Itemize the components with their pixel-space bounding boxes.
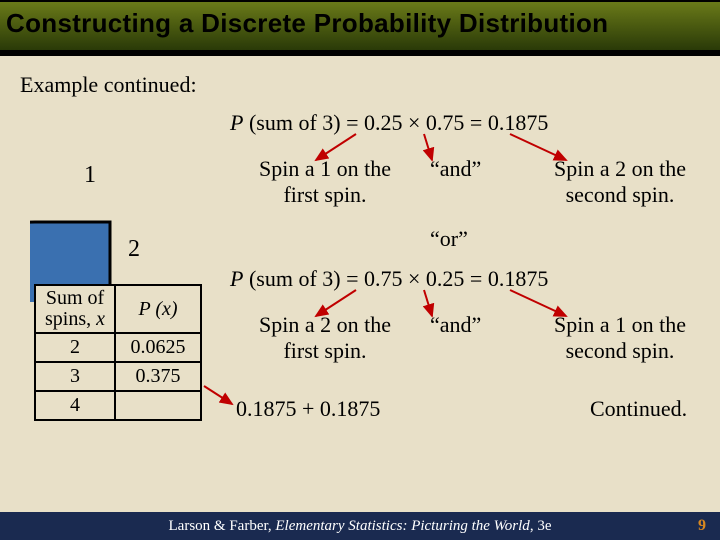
title-bar: Constructing a Discrete Probability Dist… — [0, 0, 720, 56]
footer-citation: Larson & Farber, Elementary Statistics: … — [12, 518, 708, 535]
main-area: 1 2 P (sum of 3) = 0.25 × 0.75 = 0.1875 … — [20, 106, 700, 516]
and-label-2: “and” — [430, 312, 481, 338]
pie-slice-label-2: 2 — [128, 236, 140, 263]
probability-table: Sum ofspins, xP (x)20.062530.3754 — [34, 284, 202, 421]
spin2-left: Spin a 2 on thefirst spin. — [240, 312, 410, 364]
continued-label: Continued. — [590, 396, 687, 422]
spinner-pie-chart — [30, 142, 190, 302]
or-label: “or” — [430, 226, 468, 252]
equation-1: P (sum of 3) = 0.25 × 0.75 = 0.1875 — [230, 110, 548, 136]
and-label-1: “and” — [430, 156, 481, 182]
pie-slice-label-1: 1 — [84, 162, 96, 189]
slide-content: Example continued: 1 2 P (sum of 3) = 0.… — [0, 56, 720, 512]
example-label: Example continued: — [20, 72, 700, 98]
sum-equation: 0.1875 + 0.1875 — [236, 396, 380, 422]
spin1-right: Spin a 2 on thesecond spin. — [530, 156, 710, 208]
equation-2: P (sum of 3) = 0.75 × 0.25 = 0.1875 — [230, 266, 548, 292]
page-number: 9 — [698, 517, 706, 535]
spin2-right: Spin a 1 on thesecond spin. — [530, 312, 710, 364]
slide-title: Constructing a Discrete Probability Dist… — [6, 8, 608, 39]
spin1-left: Spin a 1 on thefirst spin. — [240, 156, 410, 208]
footer-bar: Larson & Farber, Elementary Statistics: … — [0, 512, 720, 540]
